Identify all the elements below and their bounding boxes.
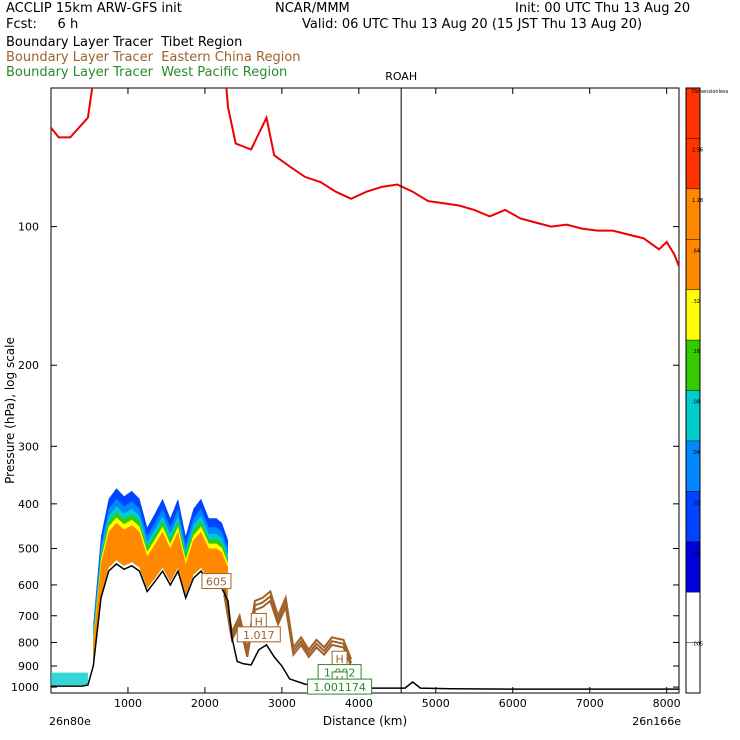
y-tick-label-4: 500 — [18, 542, 39, 555]
y-tick-label-0: 100 — [18, 221, 39, 234]
tracer-box-6 — [307, 678, 373, 695]
colorbar-seg-3 — [686, 239, 700, 290]
y-tick-label-7: 800 — [18, 636, 39, 649]
colorbar-seg-8 — [686, 491, 700, 542]
x-end-label: 26n166e — [632, 715, 681, 728]
colorbar-seg-11 — [686, 642, 700, 693]
tracer-box-0 — [201, 573, 232, 590]
plot-frame — [50, 87, 680, 694]
x-tick-label-2: 3000 — [268, 697, 296, 710]
tropopause-line — [51, 88, 679, 267]
x-tick-label-3: 4000 — [345, 697, 373, 710]
colorbar-seg-2 — [686, 188, 700, 240]
x-start-label: 26n80e — [49, 715, 91, 728]
y-tick-label-3: 400 — [18, 498, 39, 511]
y-tick-label-8: 900 — [18, 660, 39, 673]
colorbar-label-8: .02 — [692, 500, 700, 506]
colorbar-label-3: .64 — [692, 248, 700, 254]
colorbar-seg-9 — [686, 541, 700, 593]
colorbar-seg-0 — [686, 88, 700, 139]
x-tick-label-7: 8000 — [653, 697, 681, 710]
colorbar-seg-10 — [686, 592, 700, 643]
tracer-shade-layer-5 — [93, 522, 228, 664]
colorbar-label-5: .16 — [692, 349, 700, 355]
x-tick-label-4: 5000 — [422, 697, 450, 710]
legend-item-eastern-china: Boundary Layer Tracer Eastern China Regi… — [6, 50, 301, 65]
colorbar-label-10: .005 — [692, 642, 703, 648]
x-axis-title: Distance (km) — [323, 714, 407, 728]
header-center: NCAR/MMM — [275, 1, 350, 16]
y-tick-label-1: 200 — [18, 359, 39, 372]
colorbar-seg-6 — [686, 390, 700, 441]
colorbar-label-0: Dimensionless — [692, 89, 729, 95]
y-tick-label-5: 600 — [18, 579, 39, 592]
tracer-box-label-1: H — [255, 615, 263, 628]
tracer-shade-lowland — [51, 672, 88, 686]
tracer-box-2 — [236, 626, 281, 643]
header-valid: Valid: 06 UTC Thu 13 Aug 20 (15 JST Thu … — [302, 17, 643, 32]
colorbar-label-7: .04 — [692, 450, 700, 456]
y-tick-label-6: 700 — [18, 610, 39, 623]
colorbar-seg-5 — [686, 340, 700, 391]
y-tick-label-9: 1000 — [11, 681, 39, 694]
colorbar-label-6: .08 — [692, 400, 700, 406]
x-tick-label-1: 2000 — [191, 697, 219, 710]
tracer-box-label-0: 605 — [206, 576, 227, 589]
y-axis-title: Pressure (hPa), log scale — [3, 337, 17, 484]
colorbar-seg-4 — [686, 289, 700, 341]
colorbar-label-9: .01 — [692, 551, 700, 557]
x-tick-label-5: 6000 — [499, 697, 527, 710]
colorbar-seg-7 — [686, 440, 700, 492]
colorbar-label-2: 1.28 — [692, 198, 703, 204]
colorbar-seg-1 — [686, 138, 700, 189]
header-model: ACCLIP 15km ARW-GFS init — [6, 1, 182, 16]
y-tick-label-2: 300 — [18, 440, 39, 453]
tracer-box-label-6: 1.001174 — [313, 681, 366, 694]
eastern-china-contour-2 — [223, 594, 353, 667]
header-init: Init: 00 UTC Thu 13 Aug 20 — [515, 1, 691, 16]
tracer-box-label-3: H — [335, 653, 343, 666]
legend-item-west-pacific: Boundary Layer Tracer West Pacific Regio… — [6, 65, 288, 80]
header-fcst: Fcst: 6 h — [6, 17, 79, 32]
tracer-box-label-2: 1.017 — [243, 629, 275, 642]
legend-item-tibet: Boundary Layer Tracer Tibet Region — [6, 35, 243, 50]
x-tick-label-6: 7000 — [576, 697, 604, 710]
x-tick-label-0: 1000 — [114, 697, 142, 710]
colorbar-label-4: .32 — [692, 299, 700, 305]
marker-label: ROAH — [385, 70, 417, 83]
plot-content — [51, 88, 679, 690]
colorbar-label-1: 2.56 — [692, 148, 703, 154]
